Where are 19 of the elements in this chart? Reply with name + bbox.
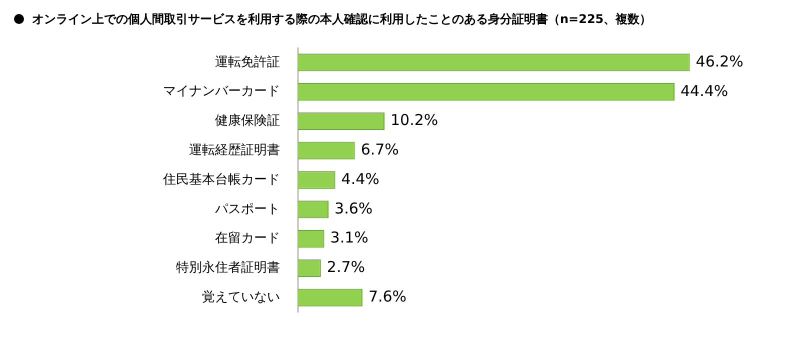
y-tick-label: 運転免許証 [215, 54, 280, 70]
data-label: 46.2% [696, 52, 744, 70]
y-tick-label: パスポート [214, 202, 280, 217]
y-tick-label: マイナンバーカード [163, 84, 280, 100]
y-tick-label: 運転経歴証明書 [189, 142, 280, 158]
data-label: 4.4% [341, 170, 380, 188]
data-label: 6.7% [360, 140, 399, 159]
data-label: 10.2% [390, 111, 438, 130]
y-tick-label: 覚えていない [202, 290, 280, 305]
chart-title: オンライン上での個人間取引サービスを利用する際の本人確認に利用したことのある身分証明書（n=225、複数） [32, 10, 652, 28]
y-tick-label: 特別永住者証明書 [176, 260, 280, 276]
data-label: 3.6% [334, 199, 373, 218]
data-label: 44.4% [680, 82, 728, 100]
data-label: 7.6% [368, 287, 407, 306]
y-tick-label: 住民基本台帳カード [162, 172, 280, 188]
y-tick-label: 健康保険証 [215, 114, 280, 129]
data-label: 2.7% [326, 258, 366, 276]
y-tick-label: 在留カード [215, 231, 280, 246]
data-label: 3.1% [330, 228, 368, 247]
